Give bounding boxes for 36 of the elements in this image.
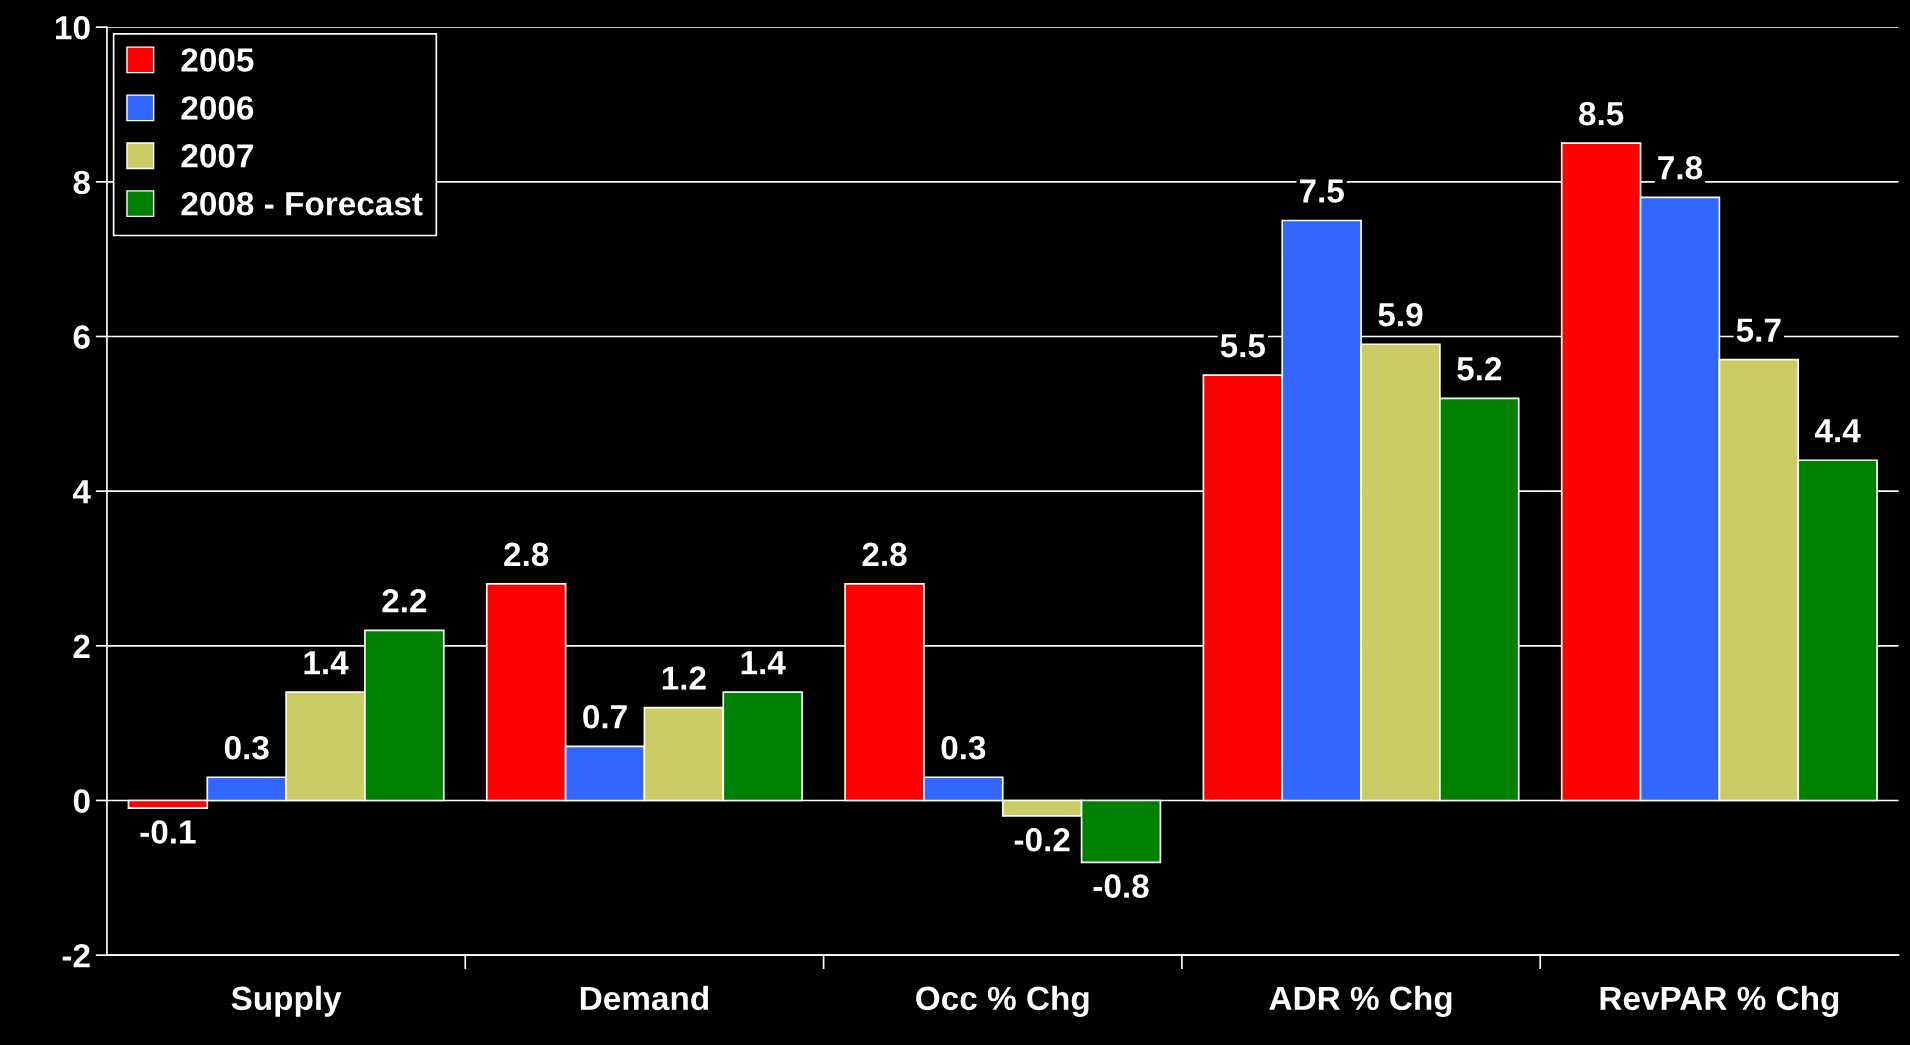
data-label: 5.2: [1457, 357, 1502, 381]
legend-label: 2008 - Forecast: [181, 191, 423, 216]
legend-label: 2005: [181, 48, 254, 72]
x-tick-label: Demand: [580, 985, 708, 1011]
data-label: 0.3: [224, 735, 269, 760]
data-label: 5.9: [1378, 302, 1423, 327]
data-label: 8.5: [1579, 101, 1624, 126]
y-tick-label: 10: [56, 15, 90, 40]
data-label: -0.1: [140, 820, 196, 844]
x-tick-label: ADR % Chg: [1269, 985, 1452, 1017]
data-label: 2.8: [862, 542, 907, 567]
data-label: -0.8: [1093, 874, 1149, 898]
y-tick-label: -2: [62, 943, 90, 968]
data-label: -0.2: [1014, 827, 1070, 852]
y-tick-label: 8: [73, 170, 90, 195]
data-label: 5.5: [1220, 334, 1266, 358]
data-label: 2.8: [504, 542, 549, 567]
y-tick-label: 4: [72, 480, 91, 504]
data-label: 1.2: [662, 666, 706, 690]
data-label: 7.5: [1299, 179, 1344, 203]
data-label: 4.4: [1814, 419, 1861, 443]
y-tick-label: 0: [73, 789, 90, 813]
data-label: 1.4: [741, 651, 786, 675]
data-label: 0.7: [583, 705, 627, 729]
data-label: 0.3: [941, 735, 986, 760]
data-label: 7.8: [1658, 155, 1703, 180]
legend-label: 2006: [181, 96, 254, 120]
data-label: 5.7: [1736, 318, 1781, 342]
data-label: 1.4: [304, 651, 349, 675]
x-tick-label: Supply: [231, 985, 342, 1017]
x-tick-label: Occ % Chg: [916, 985, 1089, 1017]
data-label: 2.2: [382, 589, 427, 613]
x-tick-label: RevPAR % Chg: [1600, 985, 1839, 1017]
legend-label: 2007: [181, 144, 253, 168]
y-tick-label: 2: [73, 634, 90, 658]
y-tick-label: 6: [73, 325, 90, 349]
